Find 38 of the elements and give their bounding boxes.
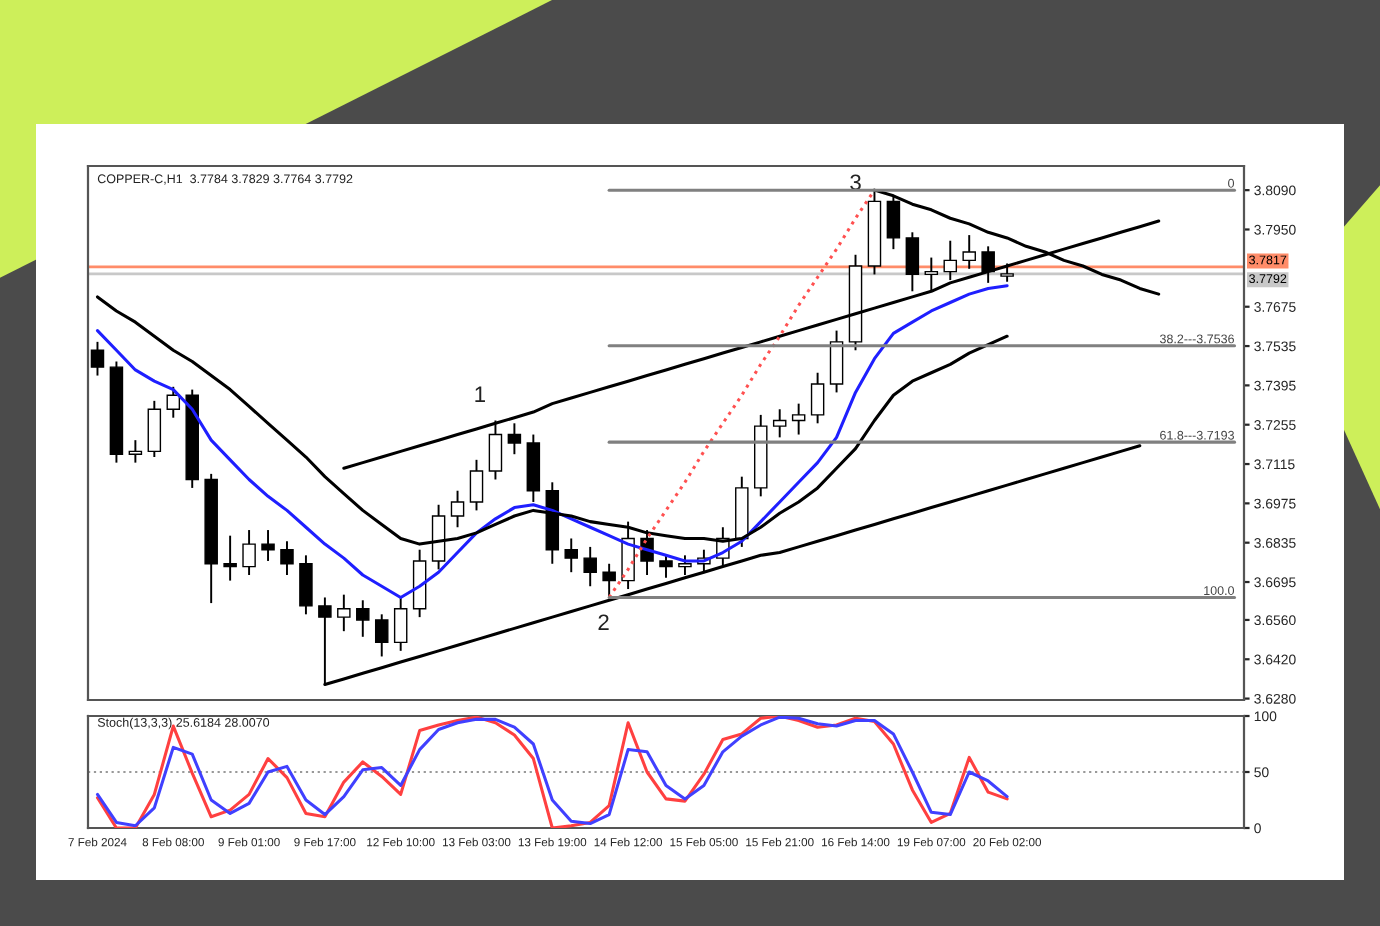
candlestick [261, 529, 275, 562]
candlestick [526, 433, 541, 503]
candlestick [90, 340, 105, 377]
candlestick [337, 593, 351, 633]
candlestick [128, 439, 143, 464]
candlestick [242, 529, 256, 576]
candlestick [962, 234, 976, 270]
candlestick [450, 489, 465, 529]
candlestick [393, 596, 408, 652]
line-series [607, 188, 876, 599]
candlestick [791, 402, 806, 436]
candlestick [829, 329, 844, 394]
candlestick [810, 371, 825, 425]
candlestick [374, 613, 389, 658]
line-series [95, 284, 1009, 599]
candlestick [1000, 262, 1014, 283]
candlestick [772, 408, 787, 439]
candlestick [299, 554, 313, 616]
annotation: 1 [475, 386, 485, 402]
candlestick [469, 458, 484, 512]
candlestick [886, 194, 901, 251]
candlestick [678, 554, 692, 576]
candlestick [166, 385, 181, 419]
candlestick [356, 599, 370, 638]
candlestick [280, 540, 294, 576]
line-series [95, 716, 1009, 828]
candlestick [659, 554, 673, 579]
candlestick [924, 256, 939, 293]
candlestick [943, 239, 958, 282]
annotation: 2 [598, 614, 609, 630]
candlestick [981, 245, 995, 284]
candlestick [223, 534, 237, 582]
candlestick [507, 422, 522, 456]
candlestick [602, 562, 616, 599]
candlestick [564, 537, 579, 574]
candlestick [147, 399, 162, 458]
candlestick [583, 545, 597, 588]
candlestick [905, 231, 920, 293]
